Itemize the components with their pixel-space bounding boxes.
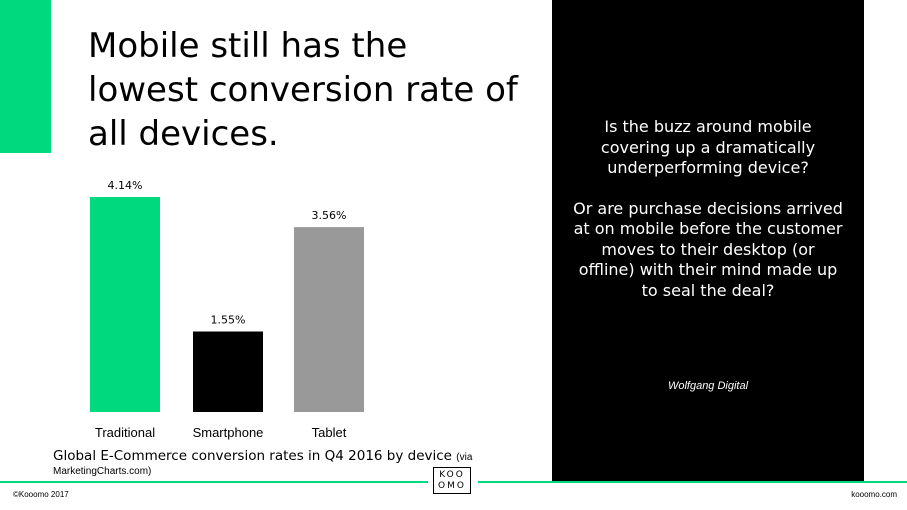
bar-smartphone [193, 331, 263, 412]
caption-via: (via [456, 452, 473, 463]
caption-via-source: MarketingCharts.com) [53, 466, 152, 477]
chart-caption: Global E-Commerce conversion rates in Q4… [53, 448, 473, 478]
bar-chart: 4.14% Traditional 1.55% Smartphone 3.56% Tabl… [90, 179, 364, 440]
caption-main: Global E-Commerce conversion rates in Q4… [53, 448, 452, 464]
accent-block [0, 0, 51, 153]
commentary-panel: Is the buzz around mobile covering up a … [552, 0, 864, 482]
logo-line-1: KOO [439, 470, 465, 480]
footer-divider-left [0, 481, 428, 483]
value-label-traditional: 4.14% [108, 179, 143, 192]
commentary-question-2: Or are purchase decisions arrived at on … [573, 198, 843, 300]
value-label-tablet: 3.56% [312, 209, 347, 222]
value-label-smartphone: 1.55% [211, 314, 246, 327]
bar-traditional [90, 197, 160, 412]
bar-tablet [294, 227, 364, 412]
footer-website: kooomo.com [851, 490, 897, 499]
slide-title: Mobile still has the lowest conversion r… [88, 26, 518, 154]
commentary-text: Is the buzz around mobile covering up a … [572, 117, 844, 321]
footer-divider-right [478, 481, 907, 483]
commentary-question-1: Is the buzz around mobile covering up a … [600, 117, 816, 177]
category-label-smartphone: Smartphone [193, 425, 264, 440]
category-label-traditional: Traditional [95, 425, 155, 440]
footer-copyright: ©Kooomo 2017 [13, 490, 69, 499]
commentary-source: Wolfgang Digital [667, 380, 749, 392]
category-label-tablet: Tablet [312, 425, 347, 440]
kooomo-logo: KOO OMO [433, 467, 471, 494]
logo-line-2: OMO [438, 481, 466, 491]
